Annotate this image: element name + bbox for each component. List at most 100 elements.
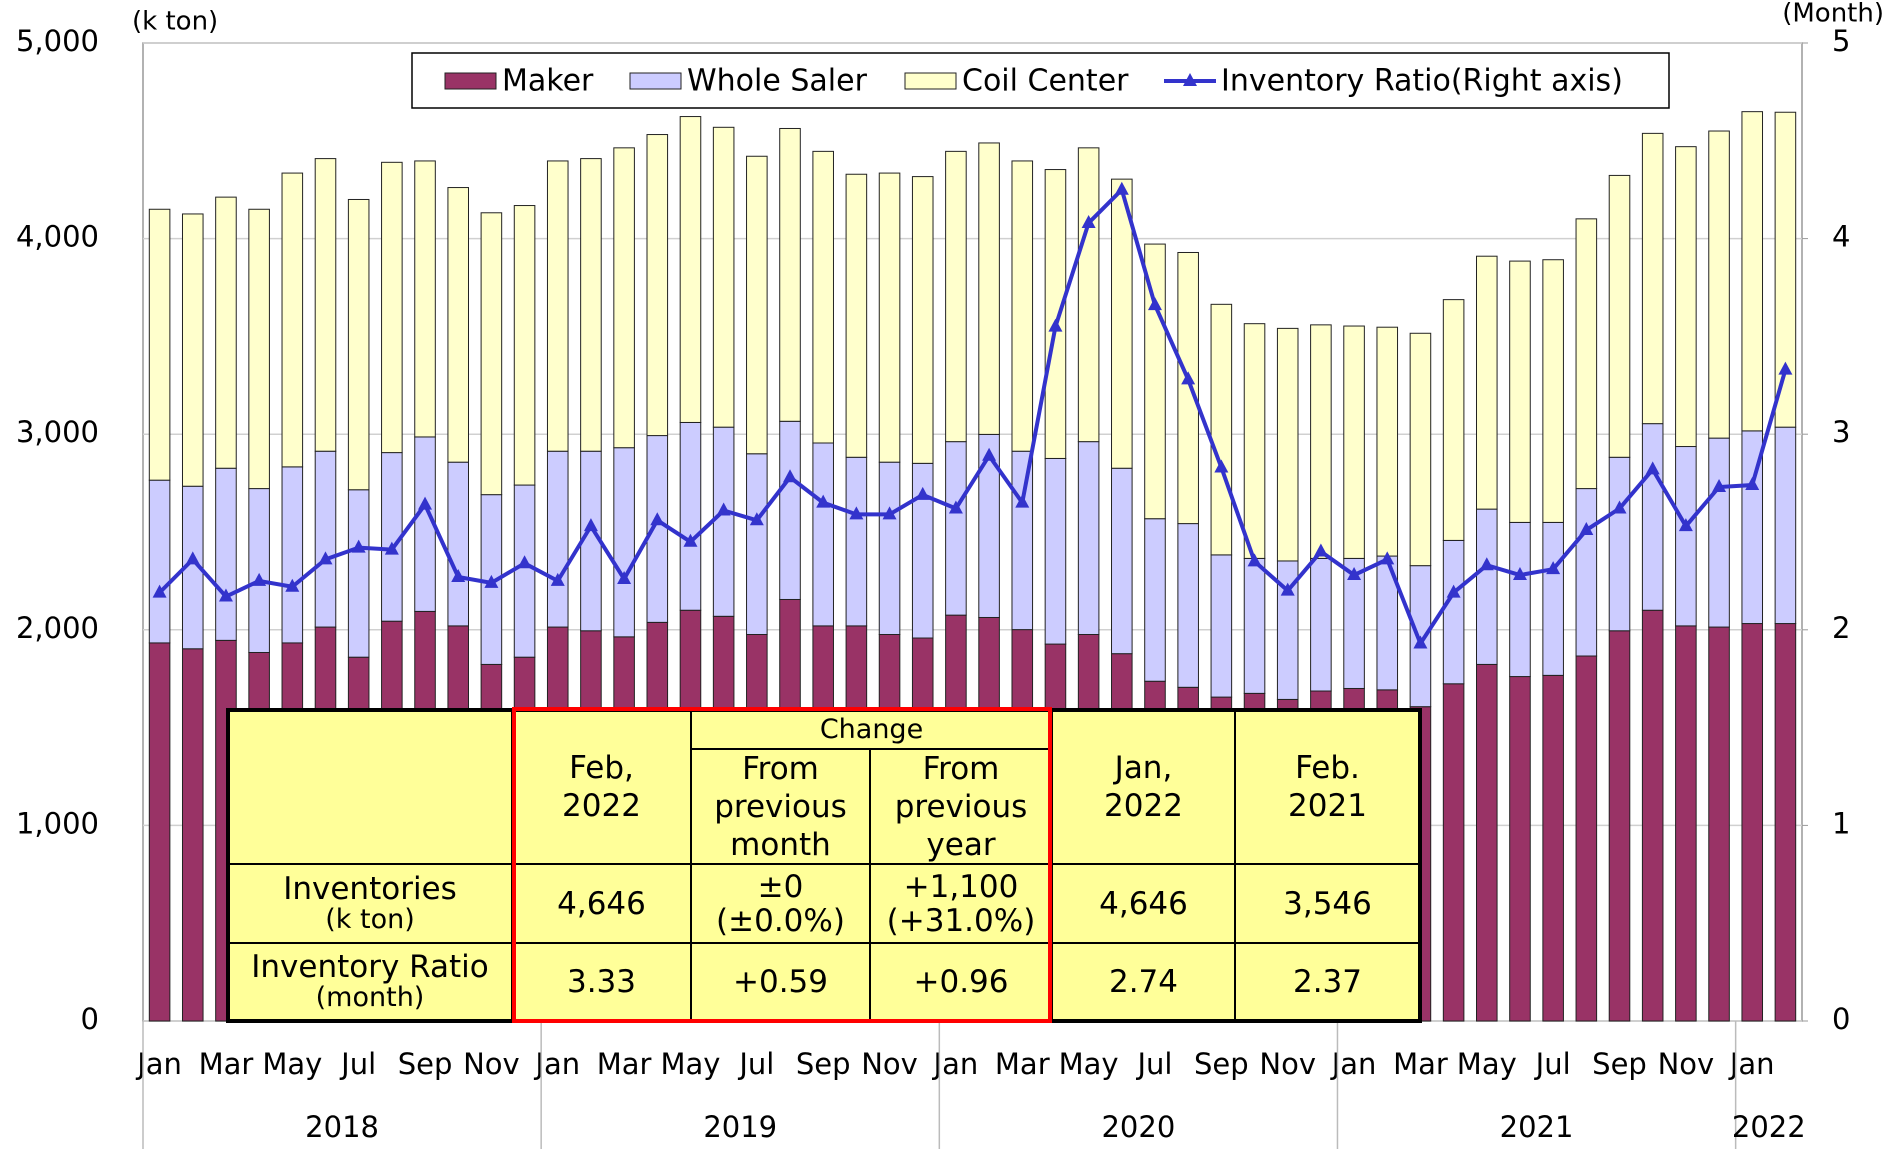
table-cell: 3.33 — [512, 943, 691, 1021]
bar-segment — [1476, 508, 1498, 665]
bar-segment — [613, 447, 635, 638]
ratio-marker — [1015, 494, 1030, 508]
row-header: Inventory Ratio (month) — [228, 943, 512, 1021]
bar-segment — [945, 150, 967, 443]
bar-segment — [1111, 178, 1133, 469]
bar-segment — [546, 160, 569, 452]
bar-segment — [1575, 488, 1598, 657]
x-tick-label: Sep — [398, 1047, 453, 1081]
x-tick-label: Nov — [861, 1047, 918, 1081]
bar-segment — [1675, 146, 1697, 448]
y-tick-label: 0 — [81, 1002, 99, 1036]
ratio-marker — [1678, 518, 1693, 532]
ratio-marker — [849, 506, 864, 520]
y-unit-label: (k ton) — [132, 7, 218, 37]
column-header: Jan, 2022 — [1052, 710, 1235, 864]
bar-segment — [978, 142, 1000, 435]
table-cell: +0.59 — [691, 943, 870, 1021]
bar-segment — [679, 421, 702, 611]
bar-segment — [148, 642, 171, 1022]
bar-segment — [1741, 623, 1764, 1022]
bar-segment — [1044, 169, 1067, 459]
ratio-marker — [318, 551, 333, 565]
ratio-marker — [1778, 361, 1793, 375]
bar-segment — [1608, 630, 1631, 1022]
bar-segment — [1509, 676, 1531, 1022]
ratio-marker — [1347, 567, 1362, 581]
bar-segment — [1476, 255, 1498, 510]
x-tick-label: May — [1059, 1047, 1119, 1081]
bar-segment — [1310, 557, 1332, 692]
ratio-marker — [252, 572, 267, 586]
bar-segment — [1343, 325, 1365, 559]
x-tick-label: Jul — [339, 1047, 376, 1081]
legend-label: Whole Saler — [687, 64, 868, 99]
bar-segment — [1276, 327, 1299, 562]
row-label: Inventory Ratio — [251, 949, 489, 985]
bar-segment — [513, 484, 536, 658]
legend-swatch — [444, 72, 497, 90]
ratio-marker — [783, 469, 798, 483]
bar-segment — [878, 172, 901, 463]
x-tick-label: Mar — [995, 1047, 1050, 1081]
y-tick-label: 1,000 — [16, 806, 99, 840]
ratio-marker — [716, 502, 731, 516]
table-cell: ±0 (±0.0%) — [691, 864, 870, 943]
bar-segment — [1177, 251, 1199, 525]
x-tick-label: Sep — [796, 1047, 851, 1081]
ratio-marker — [816, 494, 831, 508]
y2-tick-label: 2 — [1832, 611, 1850, 645]
bar-segment — [181, 648, 204, 1022]
ratio-marker — [1214, 459, 1229, 473]
bar-segment — [779, 127, 801, 422]
bar-segment — [1011, 160, 1034, 452]
ratio-marker — [1512, 567, 1527, 581]
bar-segment — [746, 453, 768, 635]
ratio-marker — [152, 584, 167, 598]
row-header: Inventories (k ton) — [228, 864, 512, 943]
bar-segment — [1774, 111, 1797, 428]
ratio-marker — [1712, 479, 1727, 493]
bar-segment — [447, 461, 469, 627]
bar-segment — [1641, 609, 1664, 1022]
legend-label: Maker — [502, 64, 594, 99]
ratio-marker — [1081, 214, 1096, 228]
legend-box — [411, 52, 1670, 109]
year-label: 2022 — [1732, 1110, 1806, 1144]
y-tick-label: 3,000 — [16, 415, 99, 449]
column-header: Feb. 2021 — [1235, 710, 1420, 864]
bar-segment — [580, 158, 602, 452]
bar-segment — [1741, 111, 1764, 432]
legend-marker — [1183, 73, 1197, 86]
bar-segment — [1608, 174, 1631, 458]
ratio-marker — [1247, 553, 1262, 567]
x-tick-label: Jan — [1728, 1047, 1775, 1081]
bar-segment — [381, 161, 403, 454]
bar-segment — [1442, 539, 1465, 685]
x-tick-label: May — [262, 1047, 322, 1081]
bar-segment — [878, 461, 901, 635]
ratio-marker — [451, 568, 466, 582]
ratio-marker — [218, 588, 233, 602]
bar-segment — [248, 488, 270, 653]
bar-segment — [447, 187, 469, 463]
x-tick-label: Jul — [1135, 1047, 1172, 1081]
bar-segment — [1509, 521, 1531, 678]
ratio-marker — [517, 555, 532, 569]
row-unit: (k ton) — [325, 903, 415, 935]
ratio-marker — [1745, 477, 1760, 491]
year-label: 2020 — [1101, 1110, 1175, 1144]
bar-segment — [314, 158, 337, 452]
table-cell: 4,646 — [1052, 864, 1235, 943]
x-tick-label: Sep — [1592, 1047, 1647, 1081]
table-cell: 2.74 — [1052, 943, 1235, 1021]
bar-segment — [945, 441, 967, 616]
bar-segment — [1641, 132, 1664, 425]
bar-segment — [1708, 626, 1730, 1022]
bar-segment — [1708, 437, 1730, 628]
bar-segment — [314, 450, 337, 628]
x-tick-label: May — [660, 1047, 720, 1081]
bar-segment — [1542, 521, 1564, 676]
ratio-marker — [683, 533, 698, 547]
legend-label: Coil Center — [962, 64, 1129, 99]
